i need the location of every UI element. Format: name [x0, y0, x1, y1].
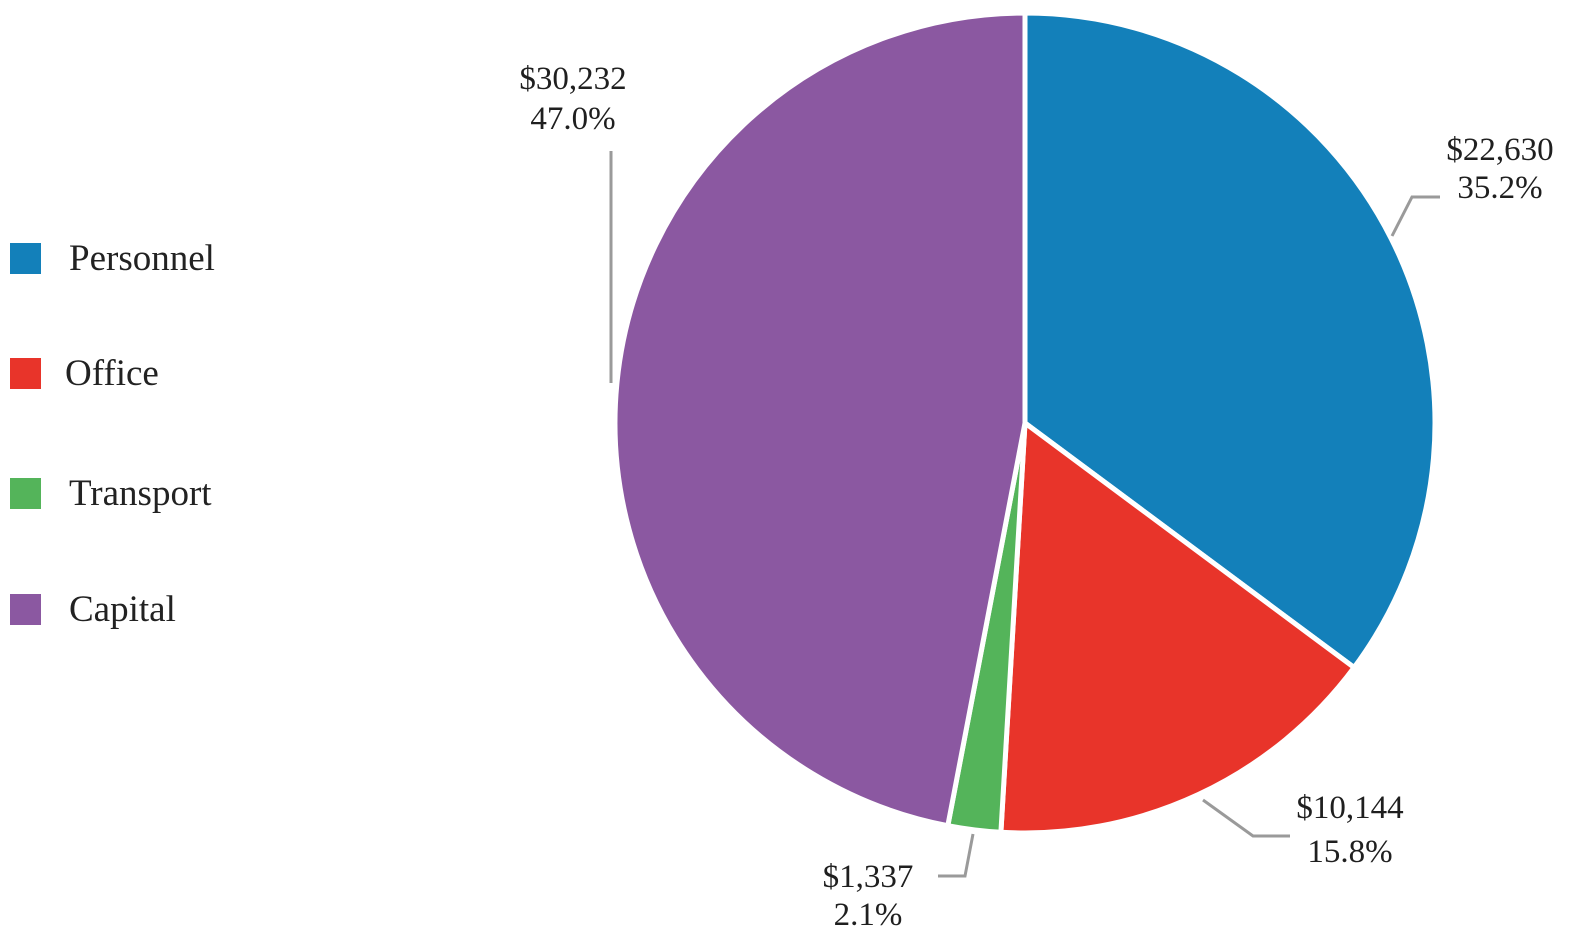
pie-slice-office [998, 420, 1357, 836]
value-label-personnel: $22,630 [1446, 132, 1553, 168]
legend-label-personnel: Personnel [69, 237, 215, 279]
legend-item-transport: Transport [10, 472, 212, 514]
percent-label-transport: 2.1% [834, 897, 903, 933]
legend-label-capital: Capital [69, 588, 176, 630]
pie-slice-capital [612, 10, 1028, 829]
legend-item-office: Office [10, 352, 159, 394]
legend-label-transport: Transport [69, 472, 212, 514]
leader-line-transport [938, 833, 975, 878]
leader-line-personnel [1390, 195, 1440, 237]
pie-slice-personnel [1022, 10, 1438, 671]
legend-swatch-personnel [10, 242, 41, 274]
value-label-capital: $30,232 [519, 61, 626, 97]
leader-line-office [1202, 798, 1290, 838]
value-label-office: $10,144 [1296, 790, 1403, 826]
legend-label-office: Office [65, 352, 159, 394]
legend-swatch-office [10, 357, 41, 389]
legend-item-capital: Capital [10, 588, 176, 630]
percent-label-office: 15.8% [1307, 834, 1392, 870]
legend-item-personnel: Personnel [10, 237, 215, 279]
percent-label-personnel: 35.2% [1457, 170, 1542, 206]
legend-swatch-capital [10, 593, 41, 625]
percent-label-capital: 47.0% [530, 101, 615, 137]
value-label-transport: $1,337 [823, 859, 914, 895]
legend-swatch-transport [10, 477, 41, 509]
